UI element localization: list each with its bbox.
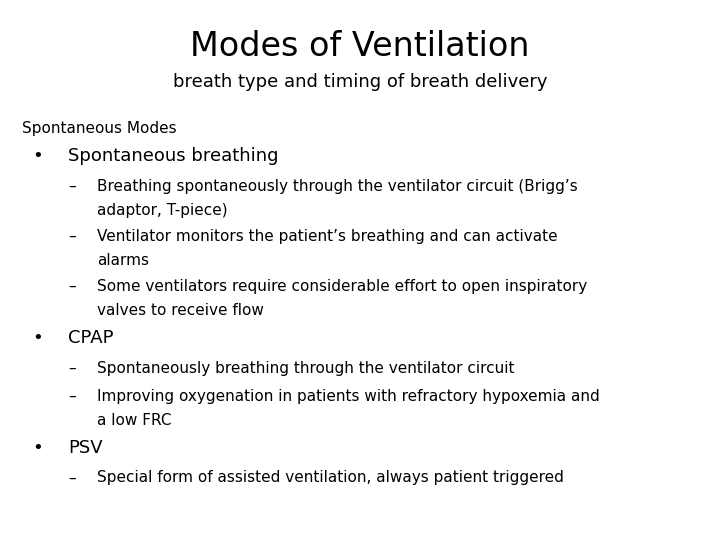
Text: Some ventilators require considerable effort to open inspiratory: Some ventilators require considerable ef…	[97, 279, 588, 294]
Text: Breathing spontaneously through the ventilator circuit (Brigg’s: Breathing spontaneously through the vent…	[97, 179, 578, 194]
Text: CPAP: CPAP	[68, 329, 114, 347]
Text: Spontaneous Modes: Spontaneous Modes	[22, 122, 176, 137]
Text: Spontaneous breathing: Spontaneous breathing	[68, 147, 279, 165]
Text: •: •	[32, 439, 43, 457]
Text: a low FRC: a low FRC	[97, 413, 171, 428]
Text: Ventilator monitors the patient’s breathing and can activate: Ventilator monitors the patient’s breath…	[97, 229, 558, 244]
Text: PSV: PSV	[68, 439, 103, 457]
Text: alarms: alarms	[97, 253, 149, 268]
Text: Spontaneously breathing through the ventilator circuit: Spontaneously breathing through the vent…	[97, 361, 515, 376]
Text: •: •	[32, 329, 43, 347]
Text: •: •	[32, 147, 43, 165]
Text: breath type and timing of breath delivery: breath type and timing of breath deliver…	[173, 73, 547, 91]
Text: Modes of Ventilation: Modes of Ventilation	[190, 30, 530, 63]
Text: Special form of assisted ventilation, always patient triggered: Special form of assisted ventilation, al…	[97, 470, 564, 485]
Text: –: –	[68, 229, 76, 244]
Text: valves to receive flow: valves to receive flow	[97, 303, 264, 319]
Text: –: –	[68, 279, 76, 294]
Text: –: –	[68, 389, 76, 404]
Text: –: –	[68, 179, 76, 194]
Text: Improving oxygenation in patients with refractory hypoxemia and: Improving oxygenation in patients with r…	[97, 389, 600, 404]
Text: –: –	[68, 470, 76, 485]
Text: –: –	[68, 361, 76, 376]
Text: adaptor, T-piece): adaptor, T-piece)	[97, 203, 228, 218]
